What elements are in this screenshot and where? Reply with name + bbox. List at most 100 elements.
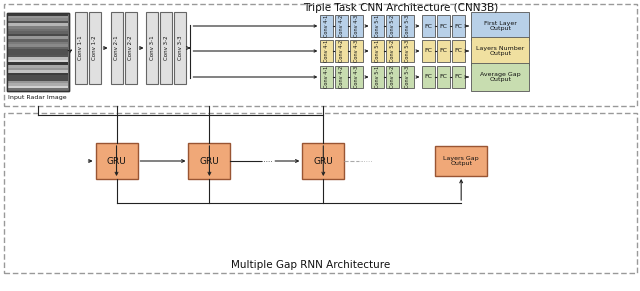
Text: Triple Task CNN Architecture (CNN3B): Triple Task CNN Architecture (CNN3B) bbox=[303, 3, 498, 13]
Bar bbox=[8, 34, 68, 36]
Text: Conv 4-2: Conv 4-2 bbox=[339, 66, 344, 88]
Text: Conv 4-3: Conv 4-3 bbox=[355, 40, 359, 62]
Bar bbox=[8, 52, 68, 55]
FancyBboxPatch shape bbox=[350, 15, 364, 37]
Bar bbox=[8, 31, 68, 34]
Bar bbox=[8, 18, 68, 21]
Bar bbox=[8, 39, 68, 42]
Text: ......: ...... bbox=[260, 157, 273, 163]
FancyBboxPatch shape bbox=[350, 66, 364, 88]
FancyBboxPatch shape bbox=[452, 40, 465, 62]
Bar bbox=[8, 57, 68, 60]
Text: FC: FC bbox=[454, 74, 463, 79]
FancyBboxPatch shape bbox=[188, 143, 230, 179]
Text: Conv 4-2: Conv 4-2 bbox=[339, 15, 344, 37]
FancyBboxPatch shape bbox=[452, 66, 465, 88]
FancyBboxPatch shape bbox=[371, 15, 384, 37]
Text: FC: FC bbox=[440, 24, 448, 29]
FancyBboxPatch shape bbox=[320, 15, 333, 37]
Bar bbox=[8, 60, 68, 62]
Text: Conv 4-1: Conv 4-1 bbox=[324, 66, 330, 88]
Text: Conv 5-2: Conv 5-2 bbox=[390, 40, 396, 62]
FancyBboxPatch shape bbox=[335, 15, 348, 37]
Text: Conv 1-1: Conv 1-1 bbox=[78, 36, 83, 60]
FancyBboxPatch shape bbox=[147, 12, 159, 84]
FancyBboxPatch shape bbox=[4, 113, 637, 273]
Bar bbox=[8, 86, 68, 88]
Bar bbox=[8, 13, 68, 16]
Text: Average Gap
Output: Average Gap Output bbox=[480, 72, 520, 82]
Bar bbox=[8, 16, 68, 18]
Text: Conv 4-2: Conv 4-2 bbox=[339, 40, 344, 62]
FancyBboxPatch shape bbox=[401, 15, 414, 37]
FancyBboxPatch shape bbox=[75, 12, 86, 84]
Bar bbox=[8, 81, 68, 83]
FancyBboxPatch shape bbox=[437, 40, 450, 62]
FancyBboxPatch shape bbox=[422, 40, 435, 62]
Bar bbox=[8, 65, 68, 68]
Text: FC: FC bbox=[454, 24, 463, 29]
FancyBboxPatch shape bbox=[401, 66, 414, 88]
Text: FC: FC bbox=[440, 49, 448, 54]
Text: Conv 4-1: Conv 4-1 bbox=[324, 40, 330, 62]
FancyBboxPatch shape bbox=[335, 66, 348, 88]
Text: Conv 4-3: Conv 4-3 bbox=[355, 15, 359, 37]
Text: First Layer
Output: First Layer Output bbox=[484, 21, 516, 31]
Bar bbox=[8, 26, 68, 29]
Text: Layers Gap
Output: Layers Gap Output bbox=[444, 156, 479, 166]
Text: Conv 5-3: Conv 5-3 bbox=[405, 66, 410, 88]
Text: FC: FC bbox=[425, 24, 433, 29]
Text: Conv 1-2: Conv 1-2 bbox=[92, 36, 97, 60]
Text: Conv 2-2: Conv 2-2 bbox=[128, 36, 133, 60]
Text: Conv 5-3: Conv 5-3 bbox=[405, 15, 410, 37]
Text: Multiple Gap RNN Architecture: Multiple Gap RNN Architecture bbox=[230, 260, 390, 270]
Text: Conv 3-2: Conv 3-2 bbox=[164, 36, 169, 60]
Bar bbox=[8, 42, 68, 44]
FancyBboxPatch shape bbox=[435, 146, 487, 176]
Text: FC: FC bbox=[425, 74, 433, 79]
Bar bbox=[8, 83, 68, 86]
Bar bbox=[8, 70, 68, 73]
FancyBboxPatch shape bbox=[422, 15, 435, 37]
Text: GRU: GRU bbox=[107, 157, 126, 166]
Bar bbox=[8, 73, 68, 75]
FancyBboxPatch shape bbox=[452, 15, 465, 37]
FancyBboxPatch shape bbox=[350, 40, 364, 62]
Text: Conv 5-1: Conv 5-1 bbox=[375, 40, 380, 62]
Text: Conv 5-2: Conv 5-2 bbox=[390, 15, 396, 37]
Bar bbox=[8, 75, 68, 78]
Text: ......: ...... bbox=[360, 157, 373, 163]
Text: Layers Number
Output: Layers Number Output bbox=[476, 46, 524, 56]
FancyBboxPatch shape bbox=[320, 66, 333, 88]
FancyBboxPatch shape bbox=[401, 40, 414, 62]
Text: Conv 5-1: Conv 5-1 bbox=[375, 15, 380, 37]
Text: Conv 3-1: Conv 3-1 bbox=[150, 36, 155, 60]
Text: Conv 4-3: Conv 4-3 bbox=[355, 66, 359, 88]
Text: GRU: GRU bbox=[200, 157, 220, 166]
Text: Input Radar Image: Input Radar Image bbox=[8, 95, 67, 100]
FancyBboxPatch shape bbox=[371, 66, 384, 88]
Text: FC: FC bbox=[440, 74, 448, 79]
FancyBboxPatch shape bbox=[302, 143, 344, 179]
FancyBboxPatch shape bbox=[437, 15, 450, 37]
FancyBboxPatch shape bbox=[95, 143, 138, 179]
Bar bbox=[8, 78, 68, 81]
Text: Conv 3-3: Conv 3-3 bbox=[178, 36, 183, 60]
Text: Conv 2-1: Conv 2-1 bbox=[114, 36, 119, 60]
FancyBboxPatch shape bbox=[387, 15, 399, 37]
Bar bbox=[8, 36, 68, 39]
FancyBboxPatch shape bbox=[471, 12, 529, 40]
Bar bbox=[8, 88, 68, 91]
FancyBboxPatch shape bbox=[125, 12, 136, 84]
FancyBboxPatch shape bbox=[422, 66, 435, 88]
Bar bbox=[8, 55, 68, 57]
FancyBboxPatch shape bbox=[471, 37, 529, 65]
FancyBboxPatch shape bbox=[335, 40, 348, 62]
FancyBboxPatch shape bbox=[387, 40, 399, 62]
Text: Conv 5-1: Conv 5-1 bbox=[375, 66, 380, 88]
FancyBboxPatch shape bbox=[387, 66, 399, 88]
FancyBboxPatch shape bbox=[161, 12, 172, 84]
FancyBboxPatch shape bbox=[320, 40, 333, 62]
FancyBboxPatch shape bbox=[175, 12, 186, 84]
FancyBboxPatch shape bbox=[371, 40, 384, 62]
